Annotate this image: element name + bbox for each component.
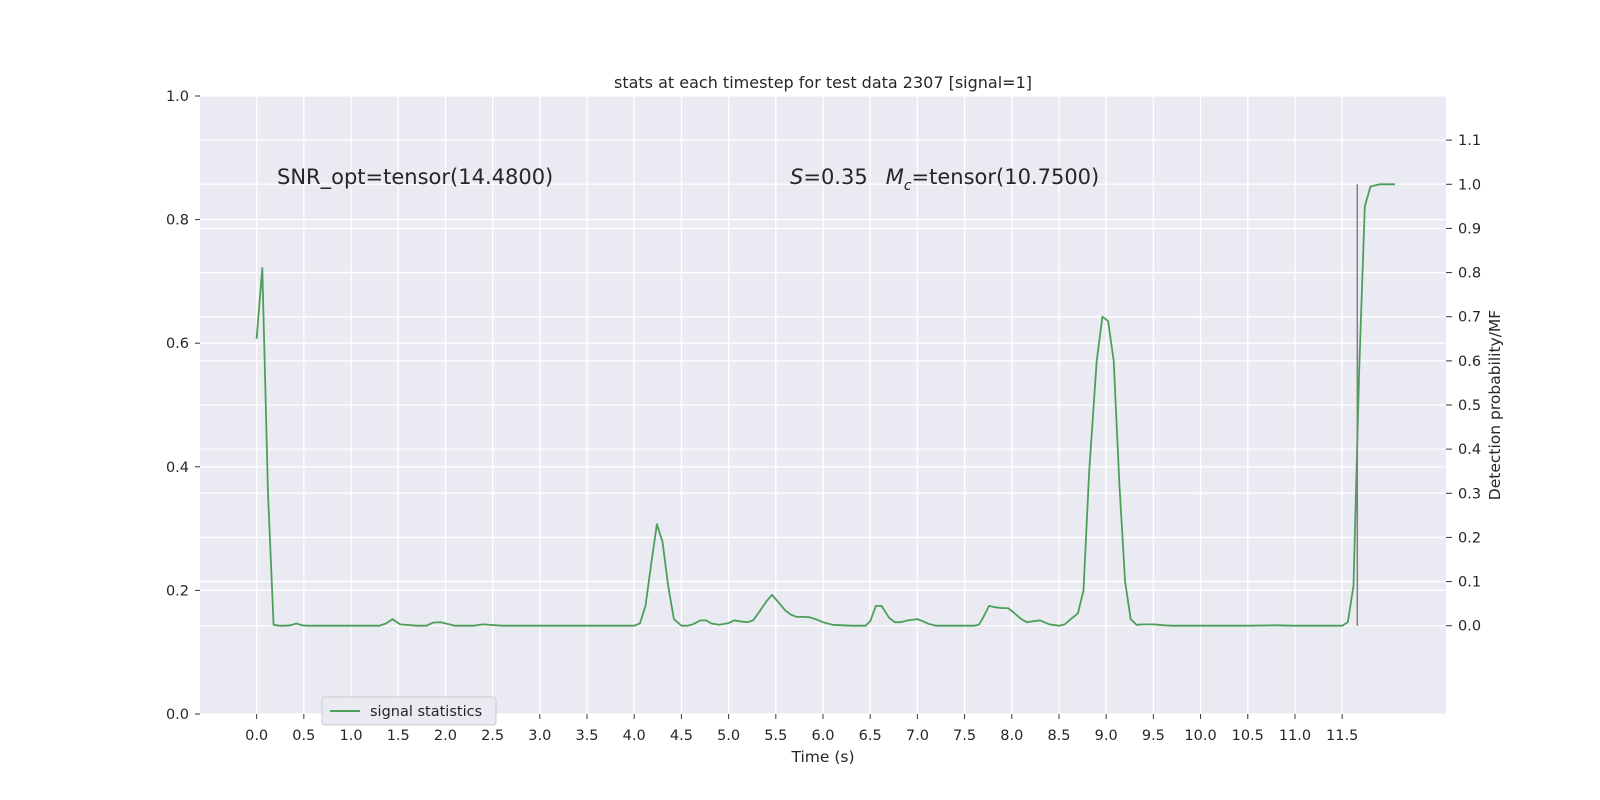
left-y-tick-label-2: 0.4: [166, 460, 189, 476]
right-y-tick-label-0: 0.0: [1458, 619, 1481, 635]
left-y-tick-label-1: 0.2: [166, 583, 189, 599]
left-y-tick-label-0: 0.0: [166, 707, 189, 723]
x-tick-label-23: 11.5: [1326, 728, 1358, 744]
right-y-tick-label-4: 0.4: [1458, 442, 1481, 458]
right-y-tick-label-11: 1.1: [1458, 133, 1481, 149]
s-symbol: S: [790, 165, 803, 189]
x-tick-label-1: 0.5: [292, 728, 315, 744]
x-axis-label: Time (s): [790, 748, 854, 766]
right-y-tick-label-10: 1.0: [1458, 177, 1481, 193]
legend-entry-signal-statistics: signal statistics: [370, 704, 482, 720]
x-tick-label-11: 5.5: [764, 728, 787, 744]
x-tick-label-9: 4.5: [670, 728, 693, 744]
x-tick-label-14: 7.0: [906, 728, 929, 744]
right-y-tick-label-3: 0.3: [1458, 486, 1481, 502]
s-value: =0.35: [803, 165, 867, 189]
right-y-tick-label-9: 0.9: [1458, 221, 1481, 237]
grid: [200, 95, 1446, 715]
x-tick-label-22: 11.0: [1279, 728, 1311, 744]
right-y-tick-label-8: 0.8: [1458, 266, 1481, 282]
s-mc-annotation: S=0.35 Mc=tensor(10.7500): [790, 165, 1099, 194]
x-tick-label-6: 3.0: [528, 728, 551, 744]
x-tick-label-20: 10.0: [1184, 728, 1216, 744]
x-tick-label-7: 3.5: [575, 728, 598, 744]
mc-subscript: c: [904, 178, 912, 194]
x-tick-label-5: 2.5: [481, 728, 504, 744]
x-tick-label-8: 4.0: [623, 728, 646, 744]
left-y-tick-label-4: 0.8: [166, 213, 189, 229]
x-tick-label-13: 6.5: [859, 728, 882, 744]
chart-title: stats at each timestep for test data 230…: [614, 73, 1032, 92]
right-y-axis-label: Detection probability/MF: [1486, 310, 1504, 501]
x-tick-label-18: 9.0: [1095, 728, 1118, 744]
x-tick-label-19: 9.5: [1142, 728, 1165, 744]
x-tick-label-17: 8.5: [1047, 728, 1070, 744]
left-y-tick-label-5: 1.0: [166, 89, 189, 105]
x-tick-label-15: 7.5: [953, 728, 976, 744]
x-tick-label-3: 1.5: [387, 728, 410, 744]
series-layer: [255, 183, 1395, 627]
snr-annotation: SNR_opt=tensor(14.4800): [277, 165, 553, 190]
x-tick-label-4: 2.0: [434, 728, 457, 744]
x-tick-label-2: 1.0: [339, 728, 362, 744]
x-tick-label-16: 8.0: [1000, 728, 1023, 744]
legend-box: [321, 696, 497, 726]
right-y-tick-label-7: 0.7: [1458, 310, 1481, 326]
x-axis: 0.0 0.5 1.0 1.5 2.0 2.5 3.0 3.5 4.0 4.5 5.0 5.5 6.0 6…: [245, 714, 1358, 744]
right-y-tick-label-6: 0.6: [1458, 354, 1481, 370]
x-tick-label-10: 5.0: [717, 728, 740, 744]
x-tick-label-0: 0.0: [245, 728, 268, 744]
right-y-tick-label-1: 0.1: [1458, 575, 1481, 591]
left-y-axis: 0.0 0.2 0.4 0.6 0.8 1.0: [166, 89, 200, 723]
x-tick-label-12: 6.0: [811, 728, 834, 744]
legend: signal statistics: [321, 696, 497, 726]
series-line-signal-statistics: [255, 183, 1395, 627]
right-y-axis: 0.0 0.1 0.2 0.3 0.4 0.5 0.6 0.7 0.8 0.9 1.0 1.1: [1446, 133, 1481, 635]
left-y-tick-label-3: 0.6: [166, 336, 189, 352]
mc-value: =tensor(10.7500): [912, 165, 1100, 189]
right-y-tick-label-5: 0.5: [1458, 398, 1481, 414]
x-tick-label-21: 10.5: [1232, 728, 1264, 744]
right-y-tick-label-2: 0.2: [1458, 530, 1481, 546]
mc-symbol: M: [886, 165, 904, 189]
